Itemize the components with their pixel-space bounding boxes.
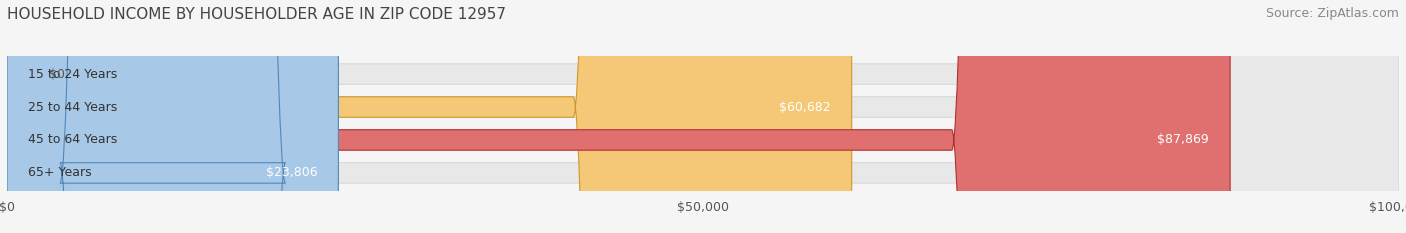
Text: 15 to 24 Years: 15 to 24 Years xyxy=(28,68,117,81)
FancyBboxPatch shape xyxy=(7,0,1399,233)
FancyBboxPatch shape xyxy=(7,0,852,233)
FancyBboxPatch shape xyxy=(7,0,1399,233)
FancyBboxPatch shape xyxy=(7,0,1399,233)
Text: $0: $0 xyxy=(49,68,65,81)
FancyBboxPatch shape xyxy=(7,0,1230,233)
Text: $60,682: $60,682 xyxy=(779,100,831,113)
Text: Source: ZipAtlas.com: Source: ZipAtlas.com xyxy=(1265,7,1399,20)
FancyBboxPatch shape xyxy=(7,0,1399,233)
FancyBboxPatch shape xyxy=(7,0,339,233)
Text: HOUSEHOLD INCOME BY HOUSEHOLDER AGE IN ZIP CODE 12957: HOUSEHOLD INCOME BY HOUSEHOLDER AGE IN Z… xyxy=(7,7,506,22)
Text: $23,806: $23,806 xyxy=(266,166,318,179)
Text: $87,869: $87,869 xyxy=(1157,134,1209,147)
Text: 45 to 64 Years: 45 to 64 Years xyxy=(28,134,117,147)
Text: 65+ Years: 65+ Years xyxy=(28,166,91,179)
Text: 25 to 44 Years: 25 to 44 Years xyxy=(28,100,117,113)
